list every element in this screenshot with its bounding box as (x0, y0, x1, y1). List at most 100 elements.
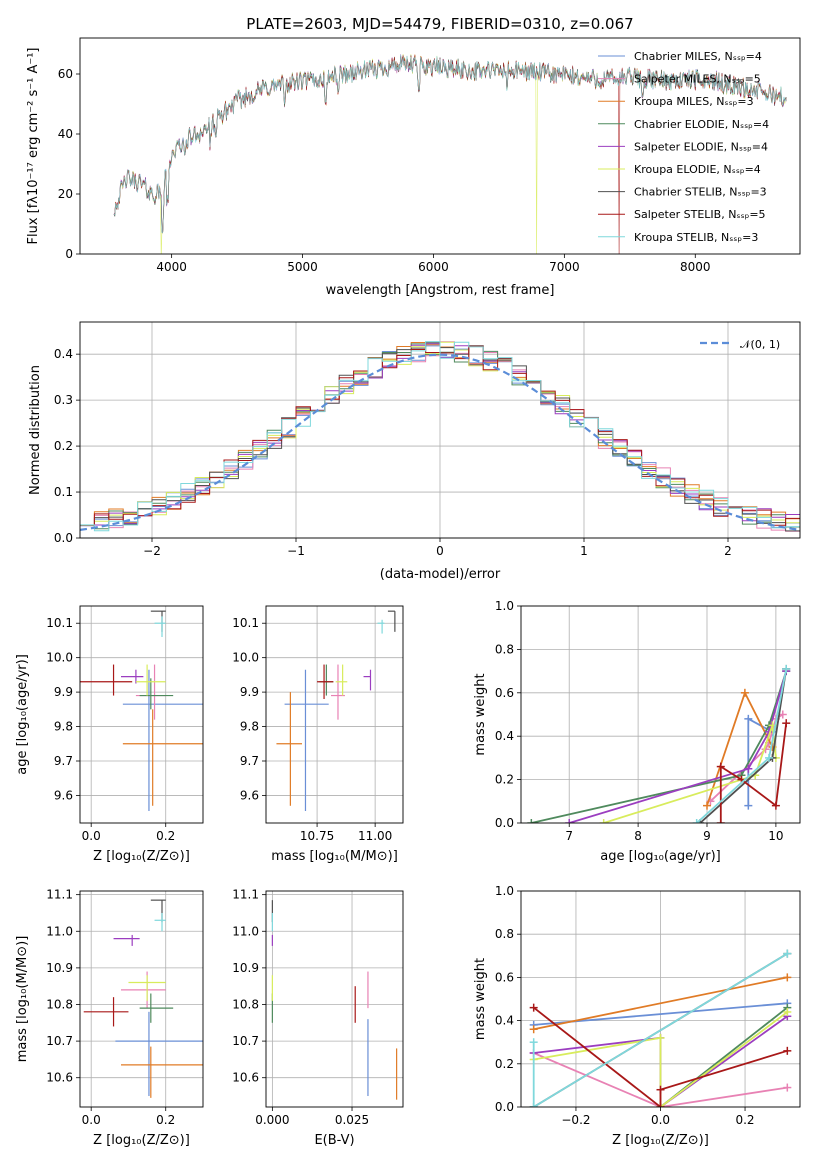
weight_vs_age-lines (527, 664, 791, 823)
weight-line-salpeter_stelib (533, 1006, 788, 1107)
y-tick-label: 0.6 (495, 970, 514, 984)
weight_vs_Z-lines (529, 949, 792, 1107)
x-tick-label: −2 (143, 544, 161, 558)
y-tick-label: 9.6 (240, 788, 259, 802)
axes-frame (79, 890, 204, 1108)
x-tick-label: 0.0 (82, 829, 101, 843)
legend-label: Chabrier MILES, Nₛₛₚ=4 (634, 50, 762, 63)
histogram-bars (80, 341, 800, 532)
x-axis-label: Z [log₁₀(Z/Z⊙)] (93, 1133, 190, 1148)
x-tick-label: −0.2 (561, 1113, 590, 1127)
axes-frame (79, 321, 801, 539)
y-tick-label: 9.7 (240, 754, 259, 768)
spectrum-panel: PLATE=2603, MJD=54479, FIBERID=0310, z=0… (26, 15, 801, 298)
legend-label: Salpeter MILES, Nₛₛₚ=5 (634, 73, 761, 86)
x-tick-label: 0.2 (156, 1113, 175, 1127)
y-axis-label: Normed distribution (28, 365, 43, 495)
x-tick-label: 1 (580, 544, 588, 558)
weight-line-kroupa_stelib (532, 952, 788, 1107)
y-axis-label: mass weight (473, 958, 488, 1040)
y-tick-label: 11.0 (46, 924, 73, 938)
y-axis-label: age [log₁₀(age/yr)] (15, 654, 30, 775)
x-tick-label: 0.2 (735, 1113, 754, 1127)
legend-label: Chabrier ELODIE, Nₛₛₚ=4 (634, 118, 769, 131)
age_vs_Z-panel: 0.0 0.2 9.6 9.7 9.8 9.9 10.0 10.1 Z [log₁₀(Z/Z⊙)… (15, 605, 204, 864)
x-tick-label: 11.00 (358, 829, 392, 843)
mass_vs_ebv-marks (271, 900, 398, 1100)
y-tick-label: 0.0 (54, 531, 73, 545)
x-tick-label: 4000 (156, 260, 187, 274)
legend-label: Kroupa MILES, Nₛₛₚ=3 (634, 95, 754, 108)
x-axis-label: age [log₁₀(age/yr)] (600, 849, 721, 864)
weight_vs_age-panel: 7 8 9 10 0.0 0.2 0.4 0.6 0.8 1.0 age [log₁₀(age/yr… (473, 599, 801, 864)
x-tick-label: 10 (768, 829, 783, 843)
x-tick-label: 8 (634, 829, 642, 843)
y-tick-label: 10.0 (232, 651, 259, 665)
y-tick-label: 0.3 (54, 393, 73, 407)
y-tick-label: 0.1 (54, 485, 73, 499)
x-tick-label: 7 (565, 829, 573, 843)
mass_vs_Z-marks (83, 899, 203, 1098)
axes-frame (520, 890, 801, 1108)
x-tick-label: −1 (287, 544, 305, 558)
x-tick-label: 6000 (418, 260, 449, 274)
y-tick-label: 9.8 (54, 720, 73, 734)
y-tick-label: 10.9 (46, 961, 73, 975)
axes-frame (79, 37, 801, 255)
age_vs_mass-panel: 10.75 11.00 9.6 9.7 9.8 9.9 10.0 10.1 mass [log₁… (232, 605, 404, 864)
age_vs_mass-marks (276, 610, 396, 811)
x-tick-label: 5000 (287, 260, 318, 274)
y-tick-label: 0.2 (495, 773, 514, 787)
axes-frame (265, 605, 404, 824)
y-tick-label: 9.8 (240, 720, 259, 734)
x-tick-label: 10.75 (300, 829, 334, 843)
y-tick-label: 9.7 (54, 754, 73, 768)
y-tick-label: 0.6 (495, 686, 514, 700)
x-tick-label: 9 (703, 829, 711, 843)
y-tick-label: 11.1 (232, 888, 259, 902)
x-axis-label: E(B-V) (314, 1133, 354, 1148)
legend-label: Kroupa STELIB, Nₛₛₚ=3 (634, 231, 758, 244)
y-tick-label: 0.8 (495, 642, 514, 656)
y-axis-label: Flux [fλ10⁻¹⁷ erg cm⁻² s⁻¹ A⁻¹] (26, 48, 41, 245)
y-tick-label: 10.6 (46, 1071, 73, 1085)
mass_vs_Z-panel: 0.0 0.2 10.6 10.7 10.8 10.9 11.0 11.1 Z [log₁₀(Z… (15, 888, 204, 1148)
y-axis-label: mass weight (473, 673, 488, 755)
weight-line-kroupa_elodie (533, 1011, 788, 1107)
axes-frame (265, 890, 404, 1108)
x-axis-label: Z [log₁₀(Z/Z⊙)] (612, 1133, 709, 1148)
axes-frame (520, 605, 801, 824)
y-tick-label: 60 (58, 67, 73, 81)
x-axis-label: (data-model)/error (380, 567, 501, 582)
y-tick-label: 40 (58, 127, 73, 141)
x-tick-label: 0 (436, 544, 444, 558)
x-tick-label: 0.2 (156, 829, 175, 843)
chart-title: PLATE=2603, MJD=54479, FIBERID=0310, z=0… (246, 15, 633, 33)
y-tick-label: 10.8 (46, 997, 73, 1011)
x-axis-label: Z [log₁₀(Z/Z⊙)] (93, 849, 190, 864)
y-tick-label: 0.2 (495, 1057, 514, 1071)
y-tick-label: 0.0 (495, 816, 514, 830)
spectrum-line-kroupa_stelib (113, 54, 787, 234)
weight_vs_Z-panel: −0.2 0.0 0.2 0.0 0.2 0.4 0.6 0.8 1.0 Z [log₁₀(Z/Z… (473, 884, 801, 1148)
y-tick-label: 10.6 (232, 1071, 259, 1085)
legend-label: Salpeter ELODIE, Nₛₛₚ=4 (634, 140, 768, 153)
y-tick-label: 0.0 (495, 1100, 514, 1114)
y-tick-label: 0.2 (54, 439, 73, 453)
y-axis-label: mass [log₁₀(M/M⊙)] (15, 936, 30, 1063)
y-tick-label: 1.0 (495, 599, 514, 613)
legend-label: Kroupa ELODIE, Nₛₛₚ=4 (634, 163, 761, 176)
x-tick-label: 2 (724, 544, 732, 558)
legend-label: Salpeter STELIB, Nₛₛₚ=5 (634, 208, 766, 221)
y-tick-label: 0.8 (495, 927, 514, 941)
y-tick-label: 10.7 (232, 1034, 259, 1048)
weight-line-kroupa_miles (533, 976, 788, 1031)
spectrum-legend: Chabrier MILES, Nₛₛₚ=4 Salpeter MILES, Nₛ… (598, 50, 769, 244)
age_vs_Z-marks (80, 610, 203, 811)
y-tick-label: 10.1 (46, 616, 73, 630)
y-tick-label: 9.9 (54, 685, 73, 699)
y-tick-label: 10.8 (232, 997, 259, 1011)
y-tick-label: 10.1 (232, 616, 259, 630)
spectrum-lines (113, 54, 787, 254)
